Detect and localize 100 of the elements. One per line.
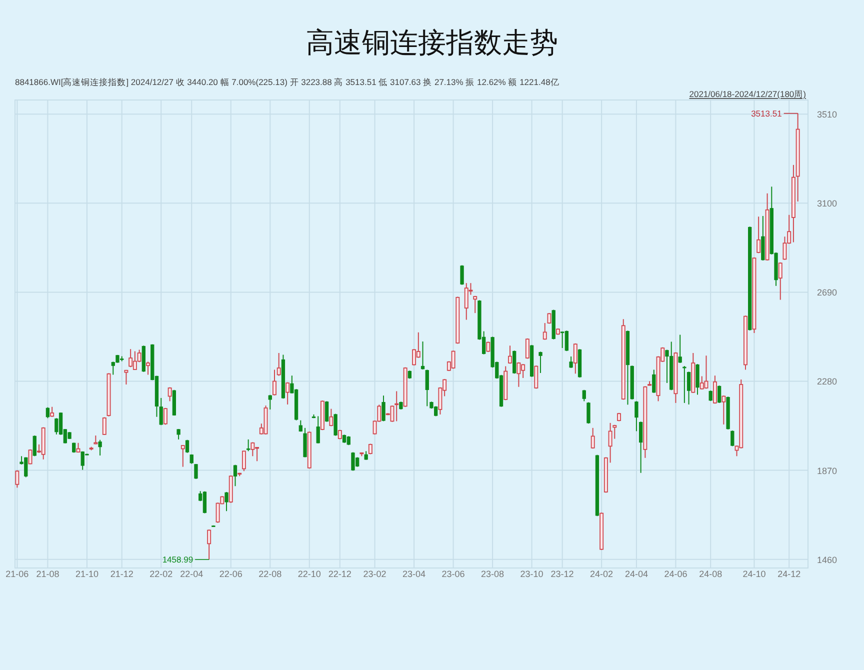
x-tick-label: 24-04 bbox=[624, 569, 648, 579]
x-tick-label: 23-10 bbox=[520, 569, 544, 579]
candlestick bbox=[542, 322, 547, 340]
x-tick-label: 23-04 bbox=[402, 569, 426, 579]
annotation: 3513.51 bbox=[751, 108, 782, 118]
candlestick bbox=[224, 491, 228, 512]
candlestick bbox=[246, 438, 250, 452]
candlestick bbox=[652, 369, 656, 394]
candlestick bbox=[569, 356, 573, 368]
candlestick bbox=[778, 262, 782, 300]
x-tick-label: 23-08 bbox=[481, 569, 504, 579]
x-tick-label: 22-10 bbox=[298, 569, 321, 579]
candlestick bbox=[712, 375, 717, 404]
candlestick bbox=[268, 394, 272, 410]
x-tick-label: 24-10 bbox=[742, 569, 766, 579]
candlestick bbox=[242, 450, 246, 472]
candlestick bbox=[159, 397, 163, 426]
candlestick bbox=[46, 406, 50, 419]
candlestick bbox=[102, 416, 106, 436]
x-tick-label: 23-06 bbox=[442, 569, 465, 579]
candlestick bbox=[512, 350, 516, 374]
candlestick bbox=[590, 427, 595, 450]
candlestick bbox=[382, 395, 386, 422]
candlestick bbox=[730, 430, 734, 447]
candlestick bbox=[98, 439, 102, 456]
y-tick-label: 1460 bbox=[816, 554, 838, 565]
candlestick bbox=[473, 295, 478, 314]
candlestick bbox=[486, 341, 490, 352]
candlestick bbox=[276, 352, 281, 376]
x-tick-label: 23-12 bbox=[550, 569, 574, 579]
candlestick bbox=[128, 348, 133, 368]
candlestick bbox=[464, 282, 468, 320]
candlestick bbox=[351, 452, 355, 472]
x-tick-label: 24-08 bbox=[699, 569, 722, 579]
x-tick-label: 21-06 bbox=[6, 569, 29, 579]
x-tick-label: 22-08 bbox=[258, 569, 282, 579]
candlestick bbox=[573, 342, 578, 374]
candlestick bbox=[15, 470, 20, 488]
candlestick bbox=[329, 408, 334, 427]
candlestick bbox=[202, 490, 207, 514]
candlestick bbox=[303, 427, 307, 458]
candlestick bbox=[316, 416, 320, 444]
candlestick bbox=[250, 442, 255, 457]
candlestick bbox=[176, 428, 180, 440]
x-tick-label: 24-12 bbox=[778, 569, 801, 579]
candlestick bbox=[412, 348, 416, 366]
y-tick-label: 3510 bbox=[816, 110, 838, 120]
candlestick bbox=[168, 386, 172, 402]
x-tick-label: 22-12 bbox=[328, 569, 352, 579]
candlestick bbox=[560, 331, 564, 349]
candlestick bbox=[717, 385, 722, 404]
candlestick bbox=[324, 400, 329, 422]
candlestick bbox=[76, 442, 80, 453]
candlestick bbox=[638, 421, 643, 474]
candlestick bbox=[634, 400, 638, 432]
candlestick bbox=[761, 215, 765, 261]
candlestick bbox=[696, 364, 700, 396]
candlestick bbox=[180, 444, 185, 468]
candlestick bbox=[451, 350, 456, 370]
text: 2021/06/18-2024/12/27(180周) bbox=[689, 89, 806, 99]
x-tick-label: 24-06 bbox=[664, 569, 688, 579]
candlestick bbox=[207, 529, 212, 560]
candlestick bbox=[686, 371, 691, 405]
candlestick bbox=[516, 362, 521, 388]
chart-title: 高速铜连接指数走势 bbox=[306, 27, 558, 58]
candlestick bbox=[394, 390, 399, 422]
x-tick-label: 22-04 bbox=[180, 569, 204, 579]
candlestick bbox=[233, 464, 238, 487]
text: 8841866.WI[高速铜连接指数] 2024/12/27 收 3440.20 幅 7.00%(225.13) 开 3223.88 高 3513.51 低 3107.63 换 27.13% 振 12.62% 额 1221.48亿 bbox=[15, 77, 560, 87]
candlestick bbox=[704, 355, 708, 390]
y-tick-label: 2690 bbox=[816, 288, 838, 298]
x-tick-label: 22-06 bbox=[219, 569, 242, 579]
x-tick-label: 21-08 bbox=[36, 569, 60, 579]
candlestick bbox=[272, 369, 276, 396]
candlestick bbox=[722, 395, 726, 425]
candlestick bbox=[163, 407, 168, 426]
candlestick bbox=[194, 463, 198, 480]
candlestick bbox=[564, 330, 569, 352]
candlestick bbox=[50, 406, 54, 418]
x-tick-label: 23-02 bbox=[363, 569, 386, 579]
candlestick bbox=[700, 376, 704, 390]
y-tick-label: 3100 bbox=[816, 198, 838, 209]
candlestick bbox=[146, 361, 150, 376]
candlestick bbox=[32, 435, 36, 457]
candlestick bbox=[708, 390, 712, 402]
y-tick-label: 2280 bbox=[816, 376, 838, 387]
candlestick bbox=[460, 264, 464, 286]
candlestick bbox=[534, 365, 538, 390]
candlestick bbox=[538, 351, 542, 374]
y-tick-label: 1870 bbox=[816, 466, 838, 476]
candlestick bbox=[608, 422, 612, 464]
candlestick bbox=[756, 216, 761, 254]
x-tick-label: 22-02 bbox=[150, 569, 173, 579]
annotation: 1458.99 bbox=[162, 554, 194, 565]
x-tick-label: 21-12 bbox=[110, 569, 134, 579]
candlestick bbox=[678, 334, 682, 364]
candlestick bbox=[425, 369, 429, 407]
candlestick bbox=[124, 369, 128, 385]
candlestick bbox=[420, 340, 425, 370]
candlestick bbox=[286, 382, 290, 405]
